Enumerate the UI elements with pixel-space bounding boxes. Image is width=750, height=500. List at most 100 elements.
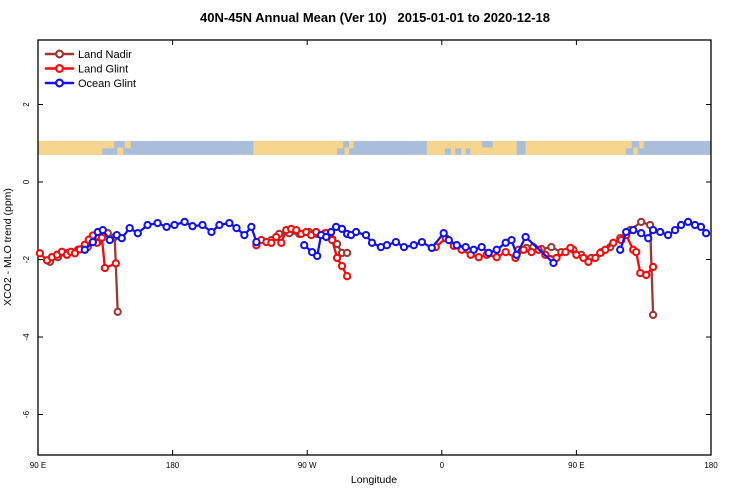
map-strip-land-segment — [492, 140, 517, 155]
map-strip-land-segment — [465, 140, 471, 149]
data-point-marker — [272, 232, 281, 242]
series-line — [517, 220, 655, 317]
data-point-marker — [207, 227, 216, 237]
map-strip-land-segment — [633, 147, 638, 155]
data-point-marker — [549, 258, 558, 268]
data-point-marker — [180, 217, 189, 227]
map-strip-land-segment — [38, 140, 103, 155]
data-point-marker — [100, 263, 110, 273]
map-strip — [38, 140, 711, 155]
data-point-marker — [328, 235, 337, 245]
data-point-marker — [252, 237, 261, 247]
data-point-marker — [477, 242, 486, 252]
series-ocean-glint — [80, 217, 711, 268]
data-point-marker — [88, 237, 98, 247]
data-point-marker — [622, 227, 631, 237]
data-point-marker — [616, 245, 625, 254]
data-point-marker — [143, 220, 152, 230]
data-point-marker — [632, 247, 641, 257]
data-point-marker — [367, 238, 377, 247]
data-point-marker — [337, 261, 347, 271]
map-strip-land-segment — [639, 140, 644, 149]
y-tick-label: -4 — [22, 333, 31, 341]
x-tick-label: 90 W — [298, 461, 317, 470]
legend-marker — [54, 78, 64, 88]
data-point-marker — [125, 223, 134, 233]
data-point-marker — [399, 242, 409, 252]
data-point-marker — [591, 253, 600, 263]
data-point-marker — [35, 249, 45, 258]
data-point-marker — [113, 307, 122, 316]
data-point-marker — [648, 225, 658, 235]
data-point-marker — [444, 235, 453, 245]
data-point-marker — [492, 253, 501, 262]
legend: Land Nadir Land Glint Ocean Glint — [44, 49, 136, 90]
y-tick-label: -2 — [22, 255, 31, 263]
plot-box — [37, 39, 712, 456]
data-point-marker — [469, 245, 478, 254]
x-tick-label: 180 — [166, 461, 180, 470]
data-point-marker — [240, 230, 249, 240]
chart-title: 40N-45N Annual Mean (Ver 10) 2015-01-01 … — [200, 10, 550, 25]
data-point-marker — [579, 253, 588, 263]
data-point-marker — [629, 225, 638, 235]
data-point-marker — [105, 235, 114, 245]
data-point-marker — [474, 253, 483, 262]
data-point-marker — [507, 235, 516, 245]
x-tick-label: 180 — [704, 461, 718, 470]
data-point-marker — [584, 257, 593, 266]
x-tick-label: 90 E — [30, 461, 46, 470]
map-strip-land-segment — [461, 140, 466, 155]
y-tick-label: 0 — [22, 179, 31, 184]
data-point-marker — [561, 247, 570, 257]
data-point-marker — [484, 248, 493, 258]
data-point-marker — [417, 237, 427, 247]
data-point-marker — [670, 225, 680, 235]
map-strip-land-segment — [124, 140, 131, 149]
data-point-marker — [683, 217, 693, 227]
data-point-marker — [98, 225, 107, 235]
map-strip-land-segment — [349, 140, 354, 149]
data-point-marker — [492, 245, 501, 254]
data-point-marker — [461, 242, 470, 252]
data-point-marker — [117, 234, 126, 243]
y-tick-label: -6 — [22, 410, 31, 418]
data-point-marker — [648, 262, 658, 272]
map-strip-land-segment — [444, 140, 451, 149]
map-strip-land-segment — [426, 140, 445, 155]
data-point-marker — [409, 241, 418, 250]
legend-marker — [54, 49, 64, 59]
data-point-marker — [342, 272, 352, 281]
data-point-marker — [215, 220, 224, 230]
data-point-marker — [232, 223, 241, 233]
data-point-marker — [342, 248, 352, 258]
data-point-marker — [676, 220, 686, 230]
data-point-marker — [351, 227, 361, 237]
data-point-marker — [391, 237, 401, 247]
data-point-marker — [452, 241, 461, 250]
data-point-marker — [247, 222, 256, 232]
data-point-marker — [332, 253, 342, 263]
axes: 90 E 180 90 W 0 90 E 180 2 0 -2 -4 -6 — [22, 39, 718, 470]
map-strip-land-segment — [102, 140, 115, 149]
data-point-marker — [521, 232, 530, 242]
data-point-marker — [313, 251, 322, 261]
data-point-marker — [609, 238, 618, 247]
data-point-marker — [527, 247, 536, 257]
data-point-marker — [300, 241, 309, 250]
map-strip-land-segment — [253, 140, 338, 155]
data-point-marker — [153, 218, 162, 228]
data-point-marker — [326, 227, 336, 237]
data-point-marker — [225, 218, 234, 228]
data-point-marker — [277, 238, 286, 247]
legend-label: Land Glint — [78, 64, 128, 76]
data-point-marker — [427, 243, 436, 253]
map-strip-land-segment — [117, 147, 124, 155]
map-strip-land-segment — [482, 147, 493, 155]
data-point-marker — [111, 259, 120, 268]
data-point-marker — [663, 230, 673, 240]
data-point-marker — [637, 229, 646, 238]
data-point-marker — [601, 245, 610, 254]
